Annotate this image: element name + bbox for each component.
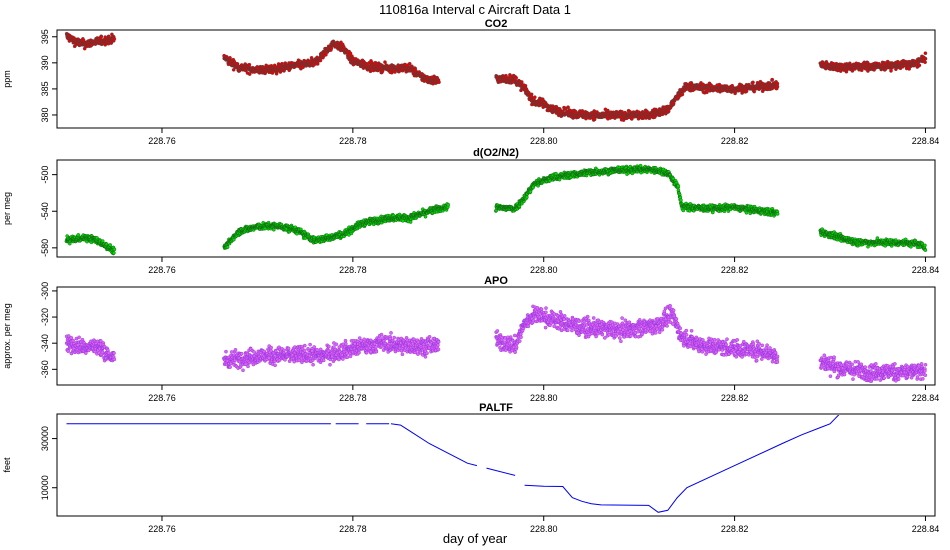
co2-y-tick-label: 395 (40, 29, 50, 44)
co2-data-point (584, 116, 588, 121)
co2-data-point (744, 89, 749, 94)
o2n2-y-tick-label: -500 (40, 166, 50, 184)
co2-data (64, 31, 928, 122)
o2n2-data-point (408, 220, 413, 224)
co2-data-point (407, 61, 412, 66)
o2n2-data-point (554, 171, 558, 176)
co2-data-point (348, 51, 353, 56)
co2-plot-frame (56, 29, 936, 129)
co2-x-tick-label: 228.82 (721, 136, 749, 146)
o2n2-plot-frame (56, 159, 936, 258)
co2-x-tick-label: 228.76 (148, 136, 176, 146)
co2-data-point (889, 69, 893, 73)
co2-data-point (514, 76, 519, 80)
co2-data-point (917, 63, 922, 68)
co2-data-point (923, 60, 927, 65)
o2n2-y-tick-label: -540 (40, 202, 50, 220)
co2-data-point (112, 37, 117, 41)
o2n2-panel-title: d(O2/N2) (473, 147, 519, 159)
o2n2-x-tick-label: 228.78 (339, 265, 367, 275)
co2-y-tick-label: 390 (40, 55, 50, 70)
co2-data-point (923, 51, 928, 56)
co2-y-tick-label: 385 (40, 81, 50, 96)
o2n2-data-point (638, 163, 643, 168)
co2-data-point (99, 34, 103, 39)
o2n2-data-point (775, 212, 780, 216)
co2-panel: CO2 ppm 228.76 228.78 228.80 228.82 228.84 395 3… (2, 18, 939, 146)
co2-data-point (318, 58, 323, 63)
co2-data-point (923, 56, 928, 61)
co2-x-tick-label: 228.78 (339, 136, 367, 146)
o2n2-data-point (676, 184, 681, 188)
o2n2-data-point (112, 251, 116, 255)
co2-x-tick-label: 228.80 (530, 136, 558, 146)
co2-data-point (329, 46, 334, 51)
co2-data-point (533, 95, 537, 99)
o2n2-data-point (423, 214, 428, 219)
o2n2-x-tick-label: 228.82 (721, 265, 749, 275)
o2n2-data (64, 163, 928, 256)
co2-data-point (437, 80, 441, 84)
co2-data-point (274, 71, 279, 76)
o2n2-data-point (108, 243, 112, 247)
co2-x-tick-label: 228.84 (912, 136, 940, 146)
co2-data-point (247, 62, 252, 67)
o2n2-y-axis-label: per meg (2, 192, 12, 225)
co2-data-point (529, 92, 534, 97)
co2-data-point (775, 81, 780, 86)
co2-data-point (566, 105, 570, 109)
co2-data-point (520, 80, 524, 84)
co2-data-point (705, 90, 709, 95)
o2n2-data-point (225, 245, 230, 249)
figure-title: 110816a Interval c Aircraft Data 1 (379, 2, 571, 17)
o2n2-data-point (271, 227, 276, 232)
o2n2-x-tick-label: 228.76 (148, 265, 176, 275)
o2n2-panel: d(O2/N2) per meg 228.76 228.78 228.80 228.82 2… (2, 147, 939, 275)
o2n2-x-tick-label: 228.80 (530, 265, 558, 275)
co2-data-point (751, 80, 755, 85)
co2-data-point (770, 77, 775, 82)
co2-data-point (383, 60, 387, 64)
o2n2-data-point (446, 202, 451, 207)
co2-data-point (680, 92, 685, 97)
co2-panel-title: CO2 (485, 18, 508, 30)
co2-y-tick-label: 380 (40, 107, 50, 122)
o2n2-data-point (112, 247, 117, 252)
co2-data-point (775, 84, 780, 89)
co2-y-axis-label: ppm (2, 70, 12, 88)
co2-data-point (231, 68, 236, 72)
o2n2-y-tick-label: -580 (40, 239, 50, 257)
co2-data-point (228, 56, 232, 60)
o2n2-x-tick-label: 228.84 (912, 265, 940, 275)
